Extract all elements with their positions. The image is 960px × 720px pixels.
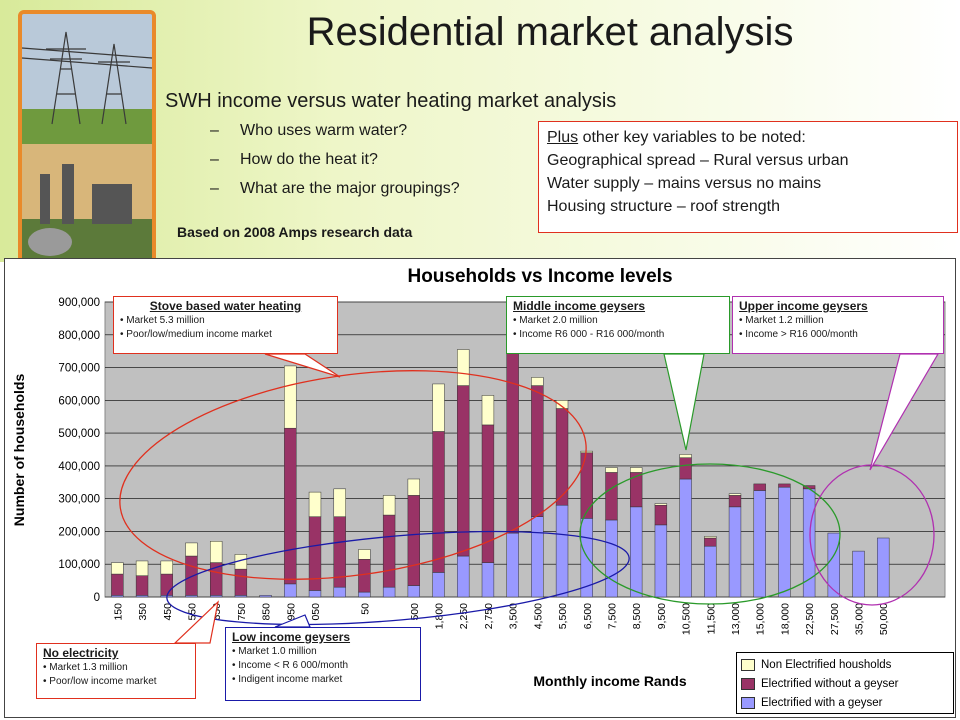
bullet-item: – How do the heat it? — [210, 151, 378, 168]
photo-strip — [18, 10, 156, 268]
legend-entry-non-electrified: Non Electrified housholds — [741, 655, 949, 674]
upper-income-callout: Upper income geysers • Market 1.2 millio… — [732, 296, 944, 354]
low-income-callout: Low income geysers • Market 1.0 million … — [225, 627, 421, 701]
key-vars-underlined: Plus — [547, 129, 579, 146]
stove-callout: Stove based water heating • Market 5.3 m… — [113, 296, 338, 354]
source-note: Based on 2008 Amps research data — [177, 224, 413, 240]
chart-legend: Non Electrified housholds Electrified wi… — [736, 652, 954, 714]
legend-entry-with-geyser: Electrified with a geyser — [741, 693, 949, 712]
bullet-list: – Who uses warm water? – How do the heat i… — [210, 122, 460, 209]
power-pylon-image — [22, 31, 152, 125]
legend-entry-without-geyser: Electrified without a geyser — [741, 674, 949, 693]
no-electricity-callout: No electricity • Market 1.3 million • Po… — [36, 643, 196, 699]
slide-title: Residential market analysis — [306, 10, 794, 54]
key-vars-line: Geographical spread – Rural versus urban — [547, 152, 849, 169]
key-vars-line: Water supply – mains versus no mains — [547, 175, 822, 192]
middle-income-callout: Middle income geysers • Market 2.0 milli… — [506, 296, 730, 354]
bullet-item: – What are the major groupings? — [210, 180, 460, 197]
slide-subtitle: SWH income versus water heating market a… — [165, 90, 617, 112]
key-vars-line: Housing structure – roof strength — [547, 198, 781, 215]
bullet-item: – Who uses warm water? — [210, 122, 408, 139]
power-station-image — [28, 164, 132, 256]
key-variables-box: Plus other key variables to be noted: Ge… — [538, 121, 958, 233]
